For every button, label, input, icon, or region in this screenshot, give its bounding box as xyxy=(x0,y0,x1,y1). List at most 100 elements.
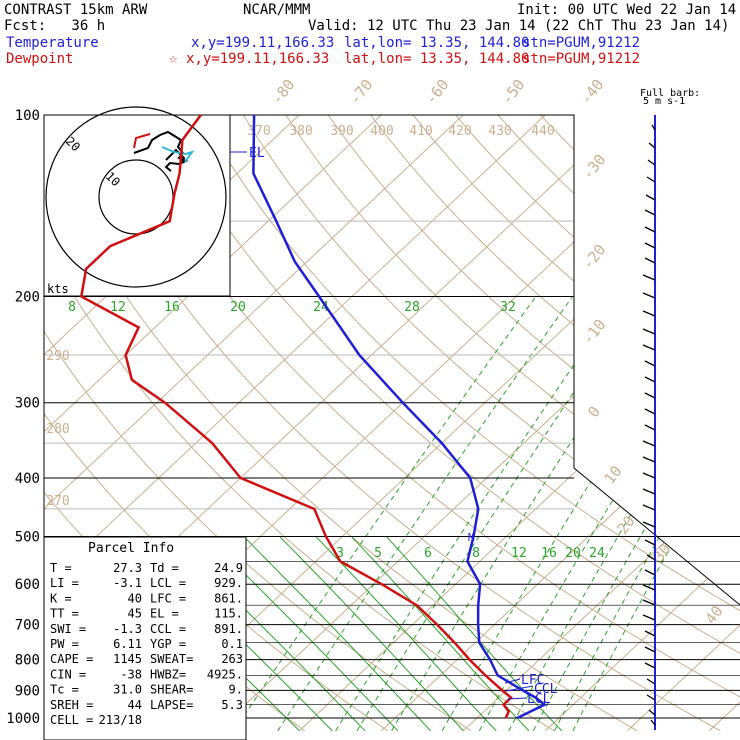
parcel-field-label: LAPSE= xyxy=(150,698,193,712)
mixing-ratio-label: 20 xyxy=(565,546,581,561)
temperature-legend-label: Temperature xyxy=(6,35,99,51)
dry-adiabat-label: 270 xyxy=(46,494,69,509)
parcel-field-value: 891. xyxy=(214,622,243,636)
parcel-field-label: EL = xyxy=(150,607,179,621)
parcel-field-value: 31.0 xyxy=(113,683,142,697)
wind-barb xyxy=(644,226,656,233)
pressure-tick-label: 300 xyxy=(15,396,40,412)
parcel-field-value: 40 xyxy=(128,591,142,605)
wind-barb xyxy=(648,709,656,716)
moist-adiabat-line xyxy=(243,536,431,732)
isotherm-label: 0 xyxy=(584,403,604,421)
moist-adiabat-line xyxy=(351,536,530,732)
dry-adiabat-labels: 370 380 390 400 410 420 430 440 290 280 270 xyxy=(46,124,554,509)
wind-barb xyxy=(642,344,656,351)
wind-barb xyxy=(644,424,656,431)
hodograph-ring-outer xyxy=(45,106,227,288)
parcel-field-value: -38 xyxy=(120,667,142,681)
wind-barb xyxy=(644,630,656,637)
dewpoint-station: stn=PGUM,91212 xyxy=(522,51,641,67)
pressure-tick-label: 400 xyxy=(15,471,40,487)
dry-adiabat-line xyxy=(44,115,472,732)
parcel-field-value: 263 xyxy=(221,652,243,666)
pressure-tick-label: 600 xyxy=(15,577,40,593)
mixing-ratio-line xyxy=(356,296,640,732)
wind-barb xyxy=(645,194,656,201)
wind-barb xyxy=(644,646,656,653)
hodograph-unit-label: kts xyxy=(47,282,69,296)
isotherm-line xyxy=(217,115,740,732)
pressure-tick-label: 900 xyxy=(15,683,40,699)
isotherm-line xyxy=(44,115,411,732)
isotherm-label: -30 xyxy=(579,151,610,183)
parcel-field-value: 0.1 xyxy=(221,637,243,651)
init-time: Init: 00 UTC Wed 22 Jan 14 xyxy=(517,2,737,18)
parcel-field-label: K = xyxy=(50,591,72,605)
wind-barb xyxy=(642,584,656,591)
dry-adiabat-line xyxy=(327,115,740,732)
temperature-xy: x,y=199.11,166.33 xyxy=(191,35,335,51)
dry-adiabat-line xyxy=(44,115,638,732)
mixing-ratio-label: 12 xyxy=(511,546,527,561)
wind-barb xyxy=(646,176,656,183)
parcel-field-label: Tc = xyxy=(50,683,79,697)
wind-barb xyxy=(646,694,656,701)
parcel-field-value: 5.3 xyxy=(221,698,243,712)
moist-adiabat-line xyxy=(279,536,464,732)
dry-adiabat-line xyxy=(624,115,740,732)
parcel-field-value: 861. xyxy=(214,591,243,605)
isotherm-label: -40 xyxy=(577,76,608,108)
dewpoint-latlon: lat,lon= 13.35, 144.80 xyxy=(344,51,530,67)
wind-barb xyxy=(642,521,656,528)
isotherm-label: -20 xyxy=(579,241,610,273)
parcel-field-value: 929. xyxy=(214,576,243,590)
wind-barb xyxy=(644,539,656,546)
mixing-ratio-label: 16 xyxy=(164,300,180,315)
mixing-ratio-label: 16 xyxy=(541,546,557,561)
hodograph-box xyxy=(43,114,231,297)
mixing-ratio-label: 12 xyxy=(110,300,126,315)
wind-barb xyxy=(647,159,656,166)
parcel-field-label: LI = xyxy=(50,576,79,590)
mixing-ratio-line xyxy=(233,296,537,732)
wind-barb xyxy=(644,662,656,669)
isotherm-line xyxy=(299,115,740,732)
dry-adiabat-line xyxy=(412,115,740,732)
dry-adiabat-line xyxy=(200,115,740,732)
parcel-field-label: SWI = xyxy=(50,622,86,636)
pressure-tick-label: 500 xyxy=(15,529,40,545)
dry-adiabat-label: 400 xyxy=(370,124,393,139)
isotherm-line xyxy=(545,115,740,732)
temperature-station: stn=PGUM,91212 xyxy=(522,35,641,51)
wind-barb xyxy=(646,678,656,685)
mixing-ratio-label: 8 xyxy=(68,300,76,315)
lfc-label: LFC xyxy=(521,673,544,688)
melting-level-label: M xyxy=(468,531,475,544)
mixing-ratio-label: 32 xyxy=(500,300,516,315)
parcel-field-label: HWBZ= xyxy=(150,667,186,681)
dry-adiabat-label: 430 xyxy=(488,124,511,139)
pressure-tick-label: 200 xyxy=(15,290,40,306)
pressure-tick-label: 100 xyxy=(15,108,40,124)
ccl-label: CCL xyxy=(534,682,558,697)
isotherm-label: -80 xyxy=(268,76,299,108)
frame-top-right xyxy=(44,114,740,606)
parcel-field-value: 24.9 xyxy=(214,561,243,575)
wind-barb xyxy=(642,328,656,335)
hodograph-trace-low xyxy=(161,146,195,163)
dry-adiabat-label: 280 xyxy=(46,422,69,437)
wind-barb xyxy=(642,456,656,463)
dry-adiabat-line xyxy=(44,115,555,732)
chart-header: CONTRAST 15km ARW Fcst: 36 h NCAR/MMM In… xyxy=(0,0,740,70)
parcel-field-label: CAPE = xyxy=(50,652,93,666)
dewpoint-star-icon: ☆ xyxy=(169,51,178,67)
isotherm-label: 10 xyxy=(600,462,625,487)
isotherm-line xyxy=(463,115,740,732)
isotherm-line xyxy=(709,115,740,732)
wind-barb xyxy=(642,310,656,317)
wind-barb xyxy=(644,209,656,216)
dry-adiabat-label: 390 xyxy=(330,124,353,139)
isotherm-line xyxy=(0,87,1,730)
